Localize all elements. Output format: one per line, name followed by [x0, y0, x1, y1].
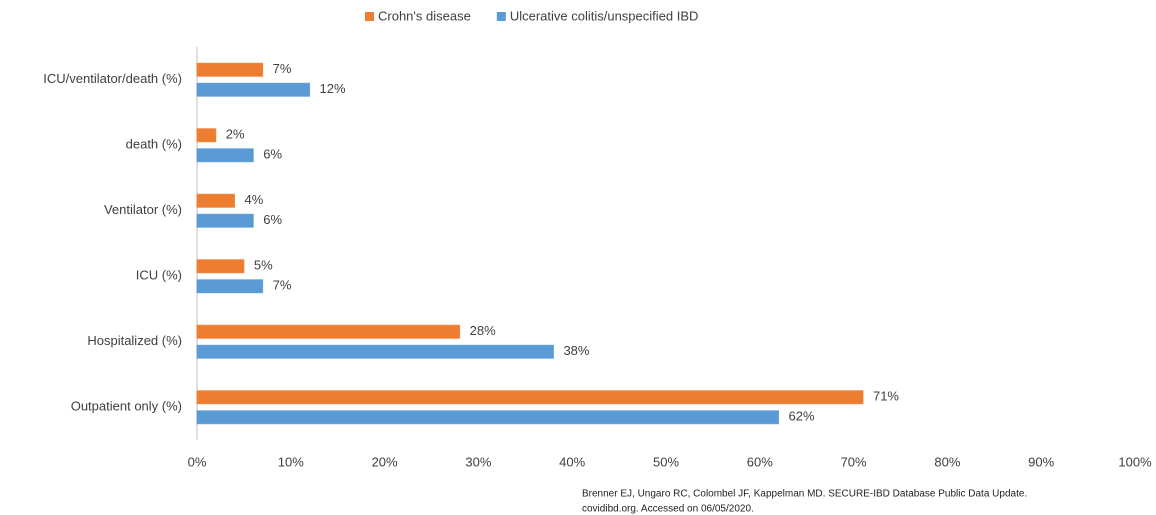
data-label: 28%	[470, 323, 496, 338]
bar	[196, 82, 311, 97]
x-tick-label: 0%	[188, 454, 207, 469]
y-tick-label: Ventilator (%)	[104, 202, 182, 217]
bar	[196, 324, 461, 339]
bar	[196, 193, 236, 208]
data-label: 71%	[873, 389, 899, 404]
data-label: 7%	[273, 61, 292, 76]
x-tick-label: 40%	[559, 454, 585, 469]
y-tick-label: Outpatient only (%)	[71, 399, 182, 414]
source-note: Brenner EJ, Ungaro RC, Colombel JF, Kapp…	[582, 489, 1027, 500]
bar	[196, 259, 245, 274]
bar	[196, 62, 264, 77]
data-label: 5%	[254, 258, 273, 273]
legend-label: Crohn's disease	[378, 8, 471, 23]
legend-swatch	[365, 12, 374, 21]
bar	[196, 279, 264, 294]
x-tick-label: 90%	[1028, 454, 1054, 469]
bar	[196, 344, 554, 359]
legend-label: Ulcerative colitis/unspecified IBD	[510, 8, 699, 23]
bar	[196, 213, 254, 228]
data-label: 2%	[226, 127, 245, 142]
data-label: 4%	[245, 192, 264, 207]
x-tick-label: 20%	[372, 454, 398, 469]
x-tick-label: 10%	[278, 454, 304, 469]
bar	[196, 410, 780, 425]
bar	[196, 390, 864, 405]
data-label: 12%	[320, 81, 346, 96]
x-tick-label: 60%	[747, 454, 773, 469]
bar	[196, 148, 254, 163]
data-label: 7%	[273, 278, 292, 293]
data-label: 6%	[263, 147, 282, 162]
data-label: 6%	[263, 212, 282, 227]
x-tick-label: 30%	[465, 454, 491, 469]
y-tick-label: ICU (%)	[136, 268, 182, 283]
y-tick-label: ICU/ventilator/death (%)	[43, 71, 182, 86]
x-tick-label: 50%	[653, 454, 679, 469]
source-note: covidibd.org. Accessed on 06/05/2020.	[582, 504, 754, 515]
x-tick-label: 100%	[1118, 454, 1152, 469]
bar	[196, 128, 217, 143]
x-tick-label: 80%	[934, 454, 960, 469]
data-label: 38%	[563, 343, 589, 358]
y-tick-label: death (%)	[126, 137, 182, 152]
x-tick-label: 70%	[841, 454, 867, 469]
data-label: 62%	[789, 409, 815, 424]
legend-swatch	[496, 12, 506, 21]
y-tick-label: Hospitalized (%)	[87, 333, 182, 348]
